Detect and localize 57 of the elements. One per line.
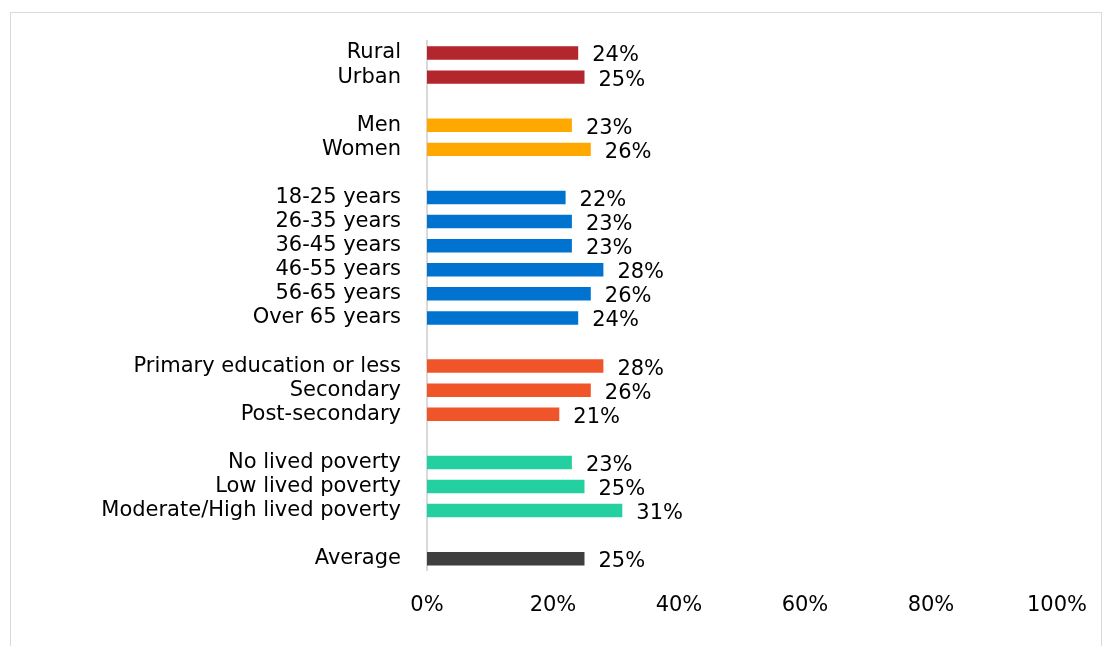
data-label: 23% xyxy=(585,114,633,139)
bar xyxy=(427,70,585,84)
data-label: 23% xyxy=(585,235,633,260)
bar xyxy=(427,552,585,566)
data-label: 24% xyxy=(592,307,639,332)
data-label: 23% xyxy=(585,211,633,236)
bar xyxy=(427,190,566,205)
data-label: 22% xyxy=(579,186,627,211)
data-label: 28% xyxy=(617,259,665,284)
data-label: 24% xyxy=(592,42,639,67)
x-tick-label: 80% xyxy=(907,591,955,616)
y-tick-label: Women xyxy=(321,135,401,160)
y-tick-label: Over 65 years xyxy=(252,304,401,329)
x-tick-label: 40% xyxy=(655,591,703,616)
data-label: 25% xyxy=(598,548,646,573)
data-label: 26% xyxy=(604,283,652,308)
bar xyxy=(427,311,579,325)
y-tick-label: 26-35 years xyxy=(275,208,401,233)
bar xyxy=(427,238,572,253)
bar xyxy=(427,46,579,60)
bar xyxy=(427,407,560,422)
bar xyxy=(427,479,585,494)
data-label: 23% xyxy=(585,451,633,476)
y-tick-label: 36-45 years xyxy=(275,232,401,257)
x-tick-label: 60% xyxy=(781,591,829,616)
bar xyxy=(427,359,604,373)
bar xyxy=(427,503,623,518)
y-tick-label: Average xyxy=(314,545,401,570)
bar xyxy=(427,118,572,133)
y-tick-label: Moderate/High lived poverty xyxy=(101,497,401,522)
bar xyxy=(427,287,591,301)
y-tick-label: 46-55 years xyxy=(275,256,401,281)
y-tick-label: 56-65 years xyxy=(275,280,401,305)
y-tick-label: Rural xyxy=(346,39,401,64)
data-label: 25% xyxy=(598,66,646,91)
data-label: 26% xyxy=(604,379,652,404)
y-tick-label: Post-secondary xyxy=(240,400,401,425)
data-label: 25% xyxy=(598,475,646,500)
y-tick-label: Men xyxy=(356,111,401,136)
data-label: 28% xyxy=(617,355,665,380)
x-tick-label: 20% xyxy=(529,591,577,616)
x-tick-label: 0% xyxy=(410,591,444,616)
y-tick-label: Secondary xyxy=(289,376,401,401)
data-label: 31% xyxy=(636,500,683,525)
y-tick-label: Low lived poverty xyxy=(215,472,401,497)
data-label: 26% xyxy=(604,138,652,163)
bar xyxy=(427,214,572,229)
bar xyxy=(427,263,604,277)
y-tick-label: Urban xyxy=(337,63,401,88)
y-tick-label: 18-25 years xyxy=(275,183,401,208)
bar xyxy=(427,142,591,157)
y-tick-label: Primary education or less xyxy=(133,352,401,377)
x-tick-label: 100% xyxy=(1026,591,1088,616)
y-tick-label: No lived poverty xyxy=(227,448,401,473)
data-label: 21% xyxy=(573,403,620,428)
bar xyxy=(427,455,572,470)
bar xyxy=(427,383,591,397)
